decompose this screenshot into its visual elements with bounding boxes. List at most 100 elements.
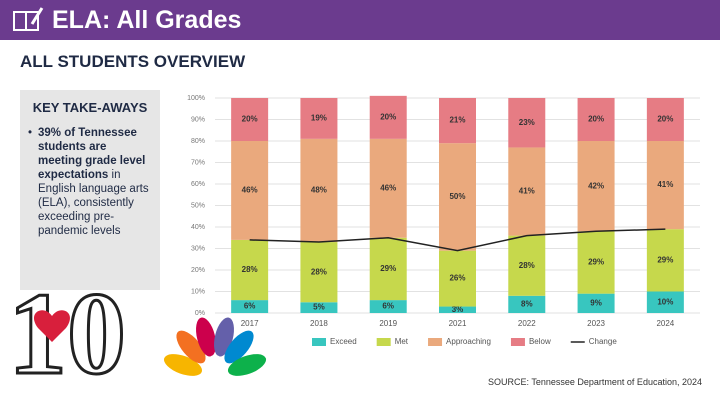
value-label: 8% — [521, 300, 533, 309]
peacock — [163, 317, 267, 376]
bar-segment — [369, 237, 407, 301]
bar-segment — [369, 138, 407, 238]
value-label: 50% — [449, 192, 465, 201]
legend-swatch — [510, 338, 525, 346]
book-icon — [13, 7, 44, 31]
y-tick-label: 60% — [191, 181, 205, 188]
x-tick-label: 2024 — [656, 319, 674, 328]
takeaway-item: 39% of Tennessee students are meeting gr… — [28, 126, 150, 238]
legend-label: Approaching — [446, 337, 491, 346]
value-label: 20% — [588, 115, 604, 124]
value-label: 9% — [590, 298, 602, 307]
y-tick-label: 30% — [191, 245, 205, 252]
value-label: 10% — [657, 297, 673, 306]
bar-segment — [577, 293, 615, 313]
value-label: 3% — [452, 305, 464, 314]
header-bar: ELA: All Grades — [0, 0, 720, 40]
value-label: 28% — [311, 267, 327, 276]
y-tick-label: 20% — [191, 267, 205, 274]
x-tick-label: 2019 — [379, 319, 397, 328]
legend-label: Exceed — [330, 337, 357, 346]
takeaway-text: in English language arts (ELA), consiste… — [38, 169, 149, 237]
subtitle: ALL STUDENTS OVERVIEW — [20, 52, 246, 71]
takeaways-heading: KEY TAKE-AWAYS — [32, 100, 148, 115]
value-label: 6% — [382, 302, 394, 311]
value-label: 19% — [311, 114, 327, 123]
value-label: 41% — [519, 187, 535, 196]
bar-segment — [231, 98, 269, 141]
legend-swatch — [428, 338, 443, 346]
bar-segment — [439, 250, 476, 307]
source-note: SOURCE: Tennessee Department of Educatio… — [488, 377, 702, 387]
title: ELA: All Grades — [52, 6, 242, 34]
value-label: 21% — [449, 116, 465, 125]
y-tick-label: 50% — [191, 202, 205, 209]
value-label: 5% — [313, 303, 325, 312]
bar-segment — [369, 300, 407, 313]
value-label: 23% — [519, 118, 535, 127]
bar-segment — [646, 98, 684, 141]
x-tick-label: 2021 — [449, 319, 467, 328]
takeaways-box: KEY TAKE-AWAYS 39% of Tennessee students… — [20, 90, 160, 290]
bar-segment — [231, 141, 269, 240]
bar-segment — [508, 295, 546, 313]
x-tick-label: 2023 — [587, 319, 605, 328]
takeaway-bold: 39% of Tennessee students are meeting gr… — [38, 127, 146, 181]
bar-segment — [300, 138, 338, 243]
value-label: 41% — [657, 180, 673, 189]
value-label: 29% — [657, 255, 673, 264]
bar-segment — [646, 291, 684, 313]
bar-segment — [646, 229, 684, 292]
value-label: 20% — [242, 115, 258, 124]
y-tick-label: 40% — [191, 224, 205, 231]
bar-segment — [508, 147, 546, 236]
bar-segment — [300, 302, 338, 313]
value-label: 28% — [519, 261, 535, 270]
value-label: 26% — [449, 274, 465, 283]
y-tick-label: 70% — [191, 159, 205, 166]
bar-segment — [577, 98, 615, 141]
logo-number: 10 — [8, 274, 126, 399]
legend-label: Below — [529, 337, 551, 346]
bar-segment — [508, 235, 546, 296]
value-label: 46% — [242, 186, 258, 195]
value-label: 46% — [380, 183, 396, 192]
y-tick-label: 0% — [195, 310, 205, 317]
value-label: 29% — [380, 264, 396, 273]
bar-segment — [577, 231, 615, 294]
y-tick-label: 10% — [191, 288, 205, 295]
y-tick-label: 90% — [191, 116, 205, 123]
bar-segment — [439, 306, 476, 313]
change-line — [249, 228, 666, 252]
value-label: 6% — [244, 302, 256, 311]
x-tick-label: 2018 — [310, 319, 328, 328]
legend-swatch — [312, 338, 326, 346]
value-label: 48% — [311, 186, 327, 195]
bar-segment — [231, 239, 269, 301]
bar-segment — [300, 98, 338, 139]
bar-segment — [231, 300, 269, 313]
y-tick-label: 80% — [191, 138, 205, 145]
bar-segment — [577, 141, 615, 232]
station-logo: 10 — [7, 274, 267, 401]
bar-segment — [646, 141, 684, 230]
x-tick-label: 2017 — [241, 319, 259, 328]
x-tick-label: 2022 — [518, 319, 536, 328]
value-label: 20% — [657, 115, 673, 124]
legend-label: Change — [589, 337, 618, 346]
value-label: 20% — [380, 112, 396, 121]
value-label: 42% — [588, 181, 604, 190]
legend-swatch — [376, 338, 391, 346]
logo-heart — [33, 310, 71, 342]
bar-segment — [300, 242, 338, 303]
bar-segment — [369, 95, 407, 139]
bar-segment — [439, 143, 476, 251]
bar-segment — [508, 98, 546, 148]
bar-segment — [439, 98, 476, 144]
value-label: 29% — [588, 258, 604, 267]
y-tick-label: 100% — [187, 95, 205, 102]
legend-label: Met — [395, 337, 409, 346]
value-label: 28% — [242, 265, 258, 274]
